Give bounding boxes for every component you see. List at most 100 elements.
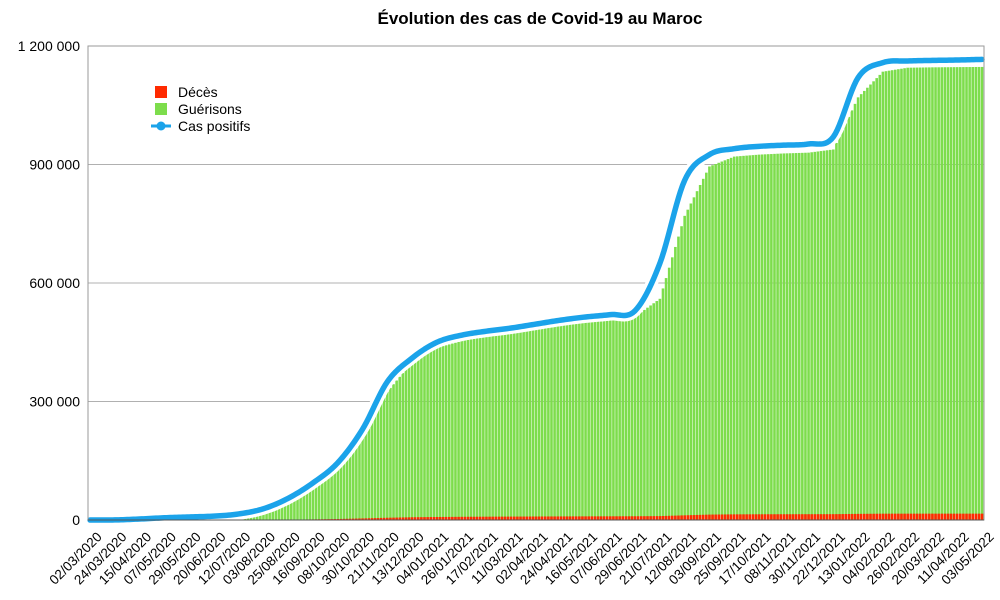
bar-deces-fill-101 [401,517,405,520]
bar-deces-fill-282 [962,513,965,520]
bar-deces-fill-260 [893,513,897,520]
bar-deces-fill-169 [612,516,615,520]
bar-deces-fill-206 [726,514,730,520]
bar-deces-fill-131 [494,516,498,520]
bar-deces-fill-229 [797,514,801,520]
bar-deces-fill-221 [773,514,776,520]
bar-deces-fill-218 [763,514,767,520]
bar-deces-fill-197 [698,514,702,520]
bar-deces-fill-253 [872,513,875,520]
bar-deces-fill-236 [819,514,823,520]
bar-guerisons-fill-281 [959,67,962,520]
bar-deces-fill-261 [897,513,900,520]
bar-guerisons-23 [658,298,662,520]
bar-deces-fill-281 [959,513,962,520]
bar-guerisons-fill-78 [330,472,333,520]
bar-deces-fill-165 [599,516,603,520]
bar-guerisons-fill-149 [550,326,553,520]
bar-guerisons-fill-277 [946,67,950,520]
bar-guerisons-fill-183 [655,301,659,520]
bar-deces-fill-213 [748,514,752,520]
bar-guerisons-fill-271 [928,67,931,521]
legend-label-gurisons: Guérisons [178,101,242,117]
bar-guerisons-fill-286 [974,66,978,520]
bar-deces-fill-174 [627,516,631,520]
bar-deces-fill-164 [596,516,600,520]
bar-guerisons-fill-263 [903,68,906,520]
bar-guerisons-fill-260 [893,69,897,520]
bar-guerisons-21 [609,319,612,520]
bar-deces-27 [757,514,761,520]
bar-guerisons-fill-84 [348,452,352,520]
bar-guerisons-fill-214 [751,155,755,520]
bar-deces-fill-102 [404,517,408,520]
bar-deces-fill-257 [884,513,888,520]
bar-guerisons-fill-198 [701,178,705,520]
bar-deces-fill-91 [370,518,374,520]
bar-deces-fill-171 [618,516,621,520]
bar-deces-fill-117 [451,516,454,520]
bar-guerisons-fill-138 [516,331,519,520]
bar-guerisons-fill-195 [692,197,696,520]
bar-guerisons-fill-252 [869,84,872,520]
bar-deces-fill-162 [590,516,594,520]
bar-deces-fill-100 [398,517,402,520]
bar-guerisons-fill-229 [797,152,801,521]
bar-deces-fill-103 [407,517,411,520]
bar-guerisons-fill-185 [661,288,665,520]
bar-guerisons-fill-221 [773,153,776,520]
bar-deces-fill-247 [853,513,857,520]
bar-deces-fill-107 [420,517,423,520]
bar-deces-fill-275 [940,513,944,520]
bar-guerisons-fill-132 [497,334,501,520]
bar-deces-fill-141 [525,516,529,520]
bar-guerisons-fill-89 [364,431,367,520]
bar-guerisons-fill-105 [413,360,417,520]
bar-guerisons-fill-85 [351,448,355,520]
bar-deces-fill-95 [382,517,386,520]
bar-guerisons-fill-210 [739,156,742,520]
bar-guerisons-fill-157 [574,322,578,520]
bar-guerisons-fill-137 [513,331,516,520]
bar-deces-11 [361,518,364,520]
bar-guerisons-fill-54 [255,514,259,520]
bar-deces-fill-193 [686,515,690,520]
bar-deces-fill-212 [745,514,748,520]
bar-guerisons-fill-106 [417,358,420,520]
bar-deces-fill-161 [587,516,590,520]
bar-guerisons-19 [559,324,563,520]
bar-guerisons-fill-133 [500,333,504,520]
bar-guerisons-22 [633,316,637,520]
bar-guerisons-fill-134 [503,333,507,520]
bar-deces-fill-170 [615,516,618,520]
bar-deces-fill-286 [974,513,978,520]
bar-deces-fill-139 [519,516,522,520]
bar-guerisons-fill-189 [674,246,677,521]
bar-guerisons-fill-67 [296,497,299,520]
bar-deces-fill-94 [379,517,383,520]
bar-deces-fill-154 [565,516,569,520]
bar-guerisons-fill-166 [602,320,606,520]
bar-deces-fill-215 [754,514,758,520]
bar-guerisons-fill-107 [420,356,423,520]
bar-guerisons-fill-130 [491,335,494,520]
chart-title: Évolution des cas de Covid-19 au Maroc [378,9,703,28]
bar-deces-fill-199 [705,514,708,520]
bar-guerisons-fill-169 [612,319,615,520]
bar-deces-fill-204 [720,514,724,520]
bar-deces-fill-157 [574,516,578,520]
bar-deces-fill-287 [977,513,981,520]
bar-guerisons-fill-127 [482,336,485,520]
bar-deces-fill-81 [339,518,343,520]
bar-deces-fill-246 [850,513,854,520]
bar-guerisons-fill-139 [519,330,522,520]
bar-guerisons-9 [311,487,315,520]
bar-deces-fill-158 [578,516,581,520]
bar-guerisons-fill-74 [317,482,321,520]
bar-deces-fill-201 [711,514,714,520]
bar-guerisons-fill-153 [562,324,566,520]
bar-deces-32 [881,513,885,520]
bar-guerisons-fill-205 [723,160,727,520]
bar-guerisons-16 [485,336,488,520]
bar-guerisons-fill-230 [801,152,804,520]
